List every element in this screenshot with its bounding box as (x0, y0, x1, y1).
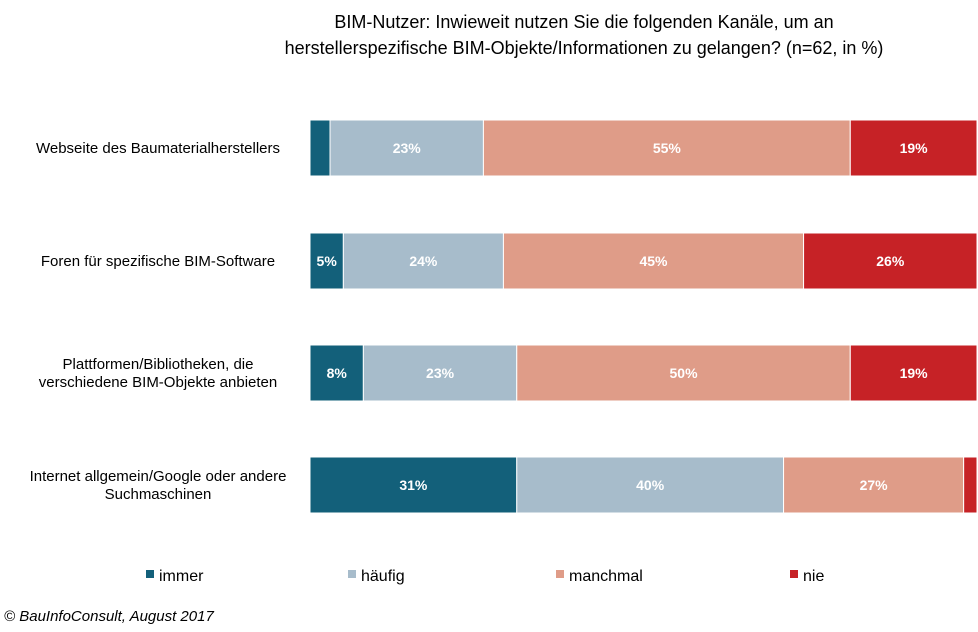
bar-segment-nie-0 (849, 119, 978, 177)
legend-label-manchmal: manchmal (569, 568, 643, 585)
legend-label-haeufig: häufig (361, 568, 405, 585)
data-label-haeufig-1: 24% (409, 253, 438, 269)
data-label-nie-1: 26% (876, 253, 905, 269)
bar-segment-manchmal-2 (516, 344, 851, 402)
data-label-haeufig-2: 23% (426, 365, 455, 381)
bar-segment-manchmal-1 (502, 232, 805, 290)
category-labels: Webseite des Baumaterialherstellers Foren… (30, 140, 287, 503)
data-label-manchmal-1: 45% (639, 253, 668, 269)
chart-title-line-1: BIM-Nutzer: Inwieweit nutzen Sie die fol… (334, 12, 833, 32)
legend-swatch-haeufig (348, 570, 356, 578)
bars-group: 23% 55% 19% 5% 24% 45% 26% 8% 23% 50% 19% 31% 40% 27% (309, 119, 978, 514)
data-label-immer-1: 5% (317, 253, 338, 269)
legend-swatch-nie (790, 570, 798, 578)
data-label-immer-3: 31% (399, 477, 428, 493)
bar-segment-manchmal-3 (783, 456, 965, 514)
legend-label-nie: nie (803, 568, 824, 585)
data-label-haeufig-3: 40% (636, 477, 665, 493)
legend-swatch-immer (146, 570, 154, 578)
copyright-note: © BauInfoConsult, August 2017 (4, 608, 214, 625)
bar-segment-nie-3 (963, 456, 978, 514)
category-label-1: Foren für spezifische BIM-Software (41, 253, 275, 270)
legend-label-immer: immer (159, 568, 204, 585)
category-label-2: Plattformen/Bibliotheken, die verschieden… (39, 356, 277, 391)
data-label-haeufig-0: 23% (393, 140, 422, 156)
bar-segment-immer-2 (309, 344, 364, 402)
bar-segment-immer-0 (309, 119, 331, 177)
data-label-immer-2: 8% (327, 365, 348, 381)
data-label-manchmal-0: 55% (653, 140, 682, 156)
data-label-manchmal-3: 27% (860, 477, 889, 493)
category-label-3: Internet allgemein/Google oder andere Suc… (30, 468, 287, 503)
data-label-manchmal-2: 50% (670, 365, 699, 381)
bar-segment-manchmal-0 (482, 119, 851, 177)
legend-swatch-manchmal (556, 570, 564, 578)
bar-segment-haeufig-0 (329, 119, 484, 177)
category-label-0: Webseite des Baumaterialherstellers (36, 140, 280, 157)
bar-segment-nie-2 (849, 344, 978, 402)
bar-segment-haeufig-2 (362, 344, 518, 402)
bar-segment-nie-1 (803, 232, 978, 290)
chart-title-line-2: herstellerspezifische BIM-Objekte/Inform… (285, 38, 884, 58)
bar-segment-immer-3 (309, 456, 518, 514)
legend: immer häufig manchmal nie (146, 568, 824, 585)
bar-segment-haeufig-3 (516, 456, 785, 514)
data-label-nie-0: 19% (900, 140, 929, 156)
data-label-nie-2: 19% (900, 365, 929, 381)
bar-segment-haeufig-1 (342, 232, 504, 290)
